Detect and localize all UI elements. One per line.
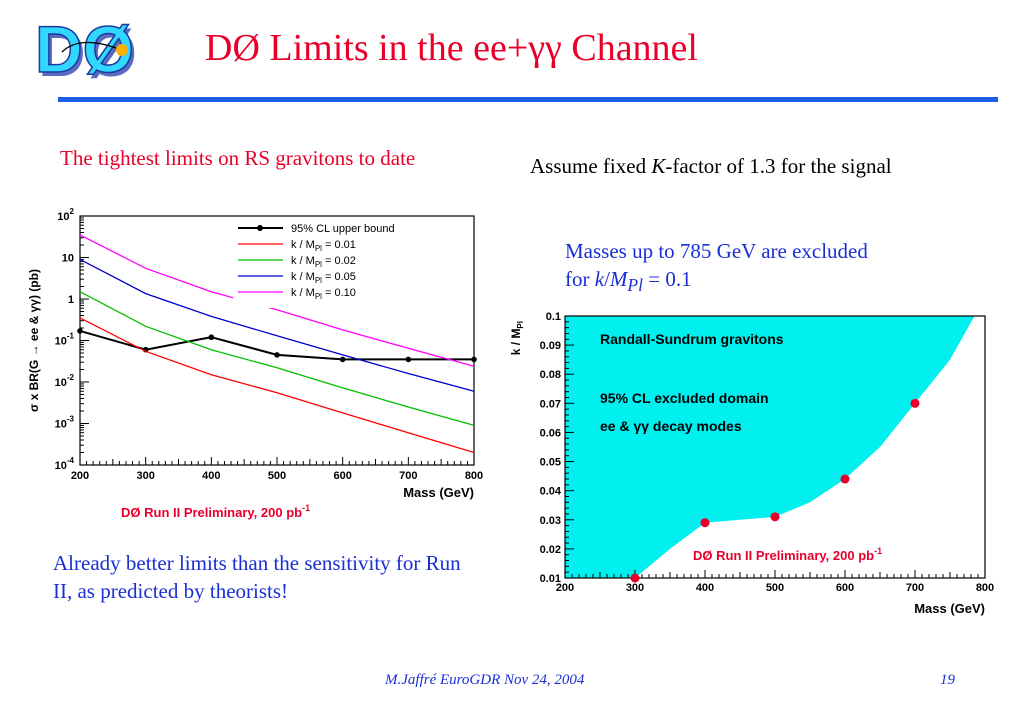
right-y-tick-label: 0.03 xyxy=(540,515,561,527)
mass-note-line1: Masses up to 785 GeV are excluded xyxy=(565,239,868,263)
right-region-label-2: ee & γγ decay modes xyxy=(600,418,742,434)
right-region-label-0: Randall-Sundrum gravitons xyxy=(600,331,784,347)
legend-marker xyxy=(257,225,263,231)
right-y-tick-label: 0.04 xyxy=(540,486,562,498)
mass-note-m: M xyxy=(609,267,628,291)
k-note-k: K xyxy=(651,154,666,178)
left-series-line-1 xyxy=(79,317,475,454)
left-x-tick-label: 700 xyxy=(399,470,417,482)
left-x-tick-label: 800 xyxy=(465,470,483,482)
d0-logo: DØ DØ xyxy=(34,11,137,86)
right-y-tick-label: 0.02 xyxy=(540,544,561,556)
exclusion-chart: 200 300 400 500 600 700 800 Mass (GeV) 0.01 0.02 0… xyxy=(509,311,994,616)
left-series-line-2 xyxy=(79,291,475,427)
excluded-region xyxy=(565,316,975,578)
right-data-point xyxy=(770,512,780,522)
left-series-point xyxy=(471,356,477,363)
left-y-tick-label: 1 xyxy=(68,294,74,306)
left-x-axis-title: Mass (GeV) xyxy=(403,485,474,500)
left-x-tick-label: 300 xyxy=(136,470,154,482)
left-x-tick-label: 400 xyxy=(202,470,220,482)
legend-label-3: k / MPl = 0.05 xyxy=(291,271,356,285)
right-y-tick-label: 0.06 xyxy=(540,427,561,439)
left-preliminary-label: DØ Run II Preliminary, 200 pb-1 xyxy=(121,503,310,520)
left-y-tick-label: 102 xyxy=(57,207,74,223)
left-series-point xyxy=(274,352,280,358)
right-x-tick-label: 400 xyxy=(696,582,714,594)
page-number: 19 xyxy=(940,672,955,688)
left-x-tick-label: 600 xyxy=(333,470,351,482)
right-x-tick-label: 300 xyxy=(626,582,644,594)
legend-label-1: k / MPl = 0.01 xyxy=(291,239,356,253)
left-y-tick-label: 10-2 xyxy=(55,373,75,389)
slide-title: DØ Limits in the ee+γγ Channel xyxy=(205,27,698,69)
left-y-tick-label: 10-4 xyxy=(55,456,75,472)
run2-sensitivity-note: Already better limits than the sensitivi… xyxy=(53,551,461,603)
mass-note-for: for xyxy=(565,267,595,291)
left-x-tick-label: 500 xyxy=(268,470,286,482)
exclusion-plot-area: 200 300 400 500 600 700 800 Mass (GeV) 0.01 0.02 0… xyxy=(509,311,994,616)
left-y-axis-title: σ x BR(G → ee & γγ) (pb) xyxy=(27,269,41,412)
mass-note-k: k xyxy=(594,267,605,291)
left-series-point xyxy=(208,334,215,341)
mass-note-eq: = 0.1 xyxy=(642,267,692,291)
right-data-point xyxy=(840,474,850,484)
right-y-tick-label: 0.1 xyxy=(546,311,561,323)
right-data-point xyxy=(630,573,640,583)
right-x-tick-label: 800 xyxy=(976,582,994,594)
left-series-point xyxy=(405,356,412,363)
right-x-tick-label: 700 xyxy=(906,582,924,594)
right-y-axis-title: k / MPl xyxy=(509,321,525,355)
left-y-tick-label: 10-1 xyxy=(55,332,75,348)
mass-note-pl: Pl xyxy=(627,275,643,296)
left-y-tick-label: 10-3 xyxy=(55,415,75,431)
logo-star-icon xyxy=(116,44,128,56)
cross-section-plot-area: 200 300 400 500 600 700 800 Mass (GeV) 10-4 10-3 1… xyxy=(27,207,483,520)
left-legend-box xyxy=(233,218,468,308)
k-factor-note: Assume fixed K-factor of 1.3 for the sig… xyxy=(530,152,950,180)
legend-label-2: k / MPl = 0.02 xyxy=(291,255,356,269)
left-series-point xyxy=(77,328,83,334)
right-x-axis-title: Mass (GeV) xyxy=(914,601,985,616)
right-data-point xyxy=(910,398,920,408)
left-series-line-4 xyxy=(79,234,475,367)
legend-label-0: 95% CL upper bound xyxy=(291,223,395,235)
left-x-tick-label: 200 xyxy=(71,470,89,482)
tightest-limits-note: The tightest limits on RS gravitons to d… xyxy=(60,146,416,170)
right-preliminary-label: DØ Run II Preliminary, 200 pb-1 xyxy=(693,546,882,563)
right-x-tick-label: 500 xyxy=(766,582,784,594)
left-y-tick-label: 10 xyxy=(62,253,74,265)
k-note-pre: Assume fixed xyxy=(530,154,652,178)
right-y-tick-label: 0.05 xyxy=(540,457,561,469)
legend-label-4: k / MPl = 0.10 xyxy=(291,287,356,301)
k-note-post: -factor of 1.3 for the signal xyxy=(665,154,892,178)
mass-note-slash: / xyxy=(604,267,610,291)
right-region-label-1: 95% CL excluded domain xyxy=(600,390,769,406)
footer-author: M.Jaffré EuroGDR Nov 24, 2004 xyxy=(385,672,585,688)
cross-section-chart: 200 300 400 500 600 700 800 Mass (GeV) 10-4 10-3 1… xyxy=(27,207,483,520)
right-data-point xyxy=(700,518,710,528)
right-y-tick-label: 0.01 xyxy=(540,573,561,585)
right-y-tick-label: 0.09 xyxy=(540,340,561,352)
right-x-tick-label: 200 xyxy=(556,582,574,594)
mass-exclusion-note: Masses up to 785 GeV are excluded for k/M… xyxy=(565,237,985,299)
left-series-line-3 xyxy=(79,258,475,392)
left-series-point xyxy=(339,356,346,363)
right-x-tick-label: 600 xyxy=(836,582,854,594)
right-y-tick-label: 0.08 xyxy=(540,369,561,381)
logo-track-icon xyxy=(61,41,117,53)
right-y-tick-label: 0.07 xyxy=(540,398,561,410)
title-rule xyxy=(58,97,998,102)
